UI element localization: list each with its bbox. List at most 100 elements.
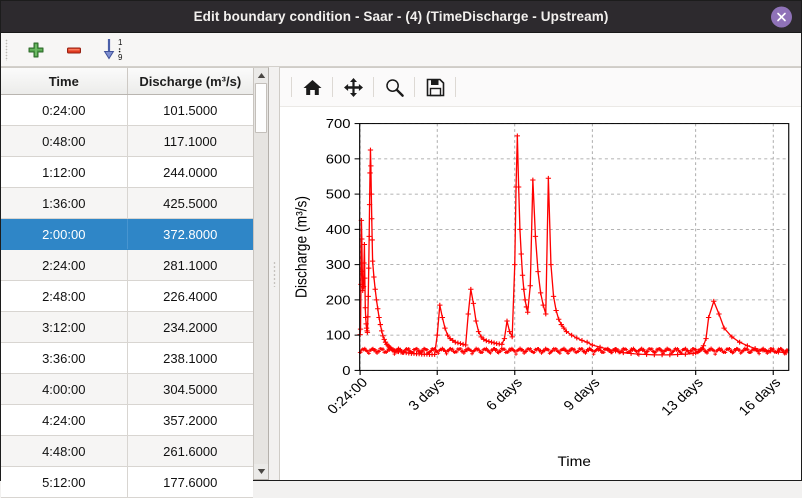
table-row[interactable]: 2:24:00 281.1000 [1,249,253,281]
y-tick-label: 400 [326,222,351,237]
cell-discharge[interactable]: 238.1000 [127,342,253,374]
y-tick-label: 500 [326,186,351,201]
y-tick-label: 100 [326,327,351,342]
cell-time[interactable]: 1:36:00 [1,187,128,219]
cell-time[interactable]: 0:48:00 [1,125,128,157]
plot-canvas: 0 100 200 300 400 500 600 700 0:24:00 3 days 6 day… [294,116,790,470]
table-row[interactable]: 3:12:00 234.2000 [1,311,253,343]
cell-time[interactable]: 2:24:00 [1,249,128,281]
column-header-discharge[interactable]: Discharge (m³/s) [127,68,253,95]
x-tick-label: 0:24:00 [324,374,371,416]
cell-discharge[interactable]: 244.0000 [127,156,253,188]
x-tick-label: 9 days [560,375,603,414]
cell-discharge[interactable]: 226.4000 [127,280,253,312]
y-tick-label: 0 [342,363,350,378]
nav-separator [291,77,292,97]
y-tick-label: 200 [326,292,351,307]
remove-row-button[interactable] [56,35,92,65]
pan-button[interactable] [336,73,370,101]
cell-time[interactable]: 4:00:00 [1,373,128,405]
cell-time[interactable]: 3:12:00 [1,311,128,343]
magnifier-icon [385,78,404,97]
home-button[interactable] [295,73,329,101]
cell-discharge[interactable]: 425.5000 [127,187,253,219]
chart-panel: 0 100 200 300 400 500 600 700 0:24:00 3 days 6 day… [279,67,801,480]
scroll-down-arrow[interactable] [254,464,268,479]
x-tick-label: 6 days [482,375,525,414]
panel-splitter[interactable] [269,67,279,480]
table-body: 0:24:00 101.5000 0:48:00 117.1000 1:12:00 244… [1,94,253,498]
table-row[interactable]: 1:36:00 425.5000 [1,187,253,219]
discharge-series-line [359,135,787,356]
table-row[interactable]: 0:48:00 117.1000 [1,125,253,157]
cell-discharge[interactable]: 117.1000 [127,125,253,157]
table-row[interactable]: 4:48:00 261.6000 [1,435,253,467]
svg-text:9: 9 [118,53,123,62]
cell-discharge[interactable]: 304.5000 [127,373,253,405]
table-vertical-scrollbar[interactable] [253,68,268,479]
minus-icon [67,47,81,53]
scroll-track[interactable] [254,83,268,464]
close-icon[interactable] [771,6,792,27]
nav-separator [414,77,415,97]
table-row[interactable]: 0:24:00 101.5000 [1,94,253,126]
cell-discharge[interactable]: 101.5000 [127,94,253,126]
chart-navigation-toolbar [280,68,801,107]
discharge-series-markers [357,133,789,358]
table-row[interactable]: 4:00:00 304.5000 [1,373,253,405]
plot-frame [359,123,790,371]
cell-time[interactable]: 4:48:00 [1,435,128,467]
y-tick-label: 600 [326,151,351,166]
table-row[interactable]: 3:36:00 238.1000 [1,342,253,374]
table-row[interactable]: 1:12:00 244.0000 [1,156,253,188]
chevron-down-icon [257,469,265,474]
cell-time[interactable]: 5:12:00 [1,466,128,498]
column-header-time[interactable]: Time [1,68,128,95]
cell-time[interactable]: 1:12:00 [1,156,128,188]
cell-time[interactable]: 0:24:00 [1,94,128,126]
sort-button[interactable]: 1 9 [94,35,136,65]
table-toolbar: 1 9 [1,33,801,67]
cell-discharge[interactable]: 357.2000 [127,404,253,436]
cell-discharge[interactable]: 261.6000 [127,435,253,467]
title-bar: Edit boundary condition - Saar - (4) (Ti… [1,1,801,33]
table-row[interactable]: 5:12:00 177.6000 [1,466,253,498]
save-button[interactable] [418,73,452,101]
x-tick-label: 3 days [405,375,448,414]
cell-time[interactable]: 2:00:00 [1,218,128,250]
table-row[interactable]: 4:24:00 357.2000 [1,404,253,436]
zoom-button[interactable] [377,73,411,101]
time-discharge-table: Time Discharge (m³/s) 0:24:00 101.5000 0:4… [1,68,253,498]
plus-icon [28,42,44,57]
table-columns: Time Discharge (m³/s) 0:24:00 101.5000 0:4… [1,68,253,498]
cell-time[interactable]: 4:24:00 [1,404,128,436]
cell-discharge[interactable]: 372.8000 [127,218,253,250]
cell-discharge[interactable]: 281.1000 [127,249,253,281]
table-header-row: Time Discharge (m³/s) [1,68,253,95]
y-tick-label: 700 [326,116,351,131]
x-tick-label: 13 days [658,375,707,419]
x-axis-label: Time [557,455,590,470]
discharge-time-plot[interactable]: 0 100 200 300 400 500 600 700 0:24:00 3 days 6 day… [280,107,801,480]
scroll-up-arrow[interactable] [254,68,268,83]
data-table-panel: Time Discharge (m³/s) 0:24:00 101.5000 0:4… [1,67,269,498]
y-tick-label: 300 [326,257,351,272]
cell-time[interactable]: 2:48:00 [1,280,128,312]
cell-time[interactable]: 3:36:00 [1,342,128,374]
x-tick-label: 16 days [735,375,784,419]
toolbar-grip[interactable] [5,38,12,62]
window-title: Edit boundary condition - Saar - (4) (Ti… [193,9,609,24]
svg-text:1: 1 [118,38,123,47]
y-axis-label: Discharge (m³/s) [294,196,311,298]
table-row[interactable]: 2:00:00 372.8000 [1,218,253,250]
scroll-thumb[interactable] [255,83,267,133]
add-row-button[interactable] [18,35,54,65]
nav-separator [332,77,333,97]
chevron-up-icon [257,73,265,78]
baseline-noise [357,346,790,356]
cell-discharge[interactable]: 177.6000 [127,466,253,498]
cell-discharge[interactable]: 234.2000 [127,311,253,343]
table-row[interactable]: 2:48:00 226.4000 [1,280,253,312]
main-content: Time Discharge (m³/s) 0:24:00 101.5000 0:4… [1,67,801,498]
